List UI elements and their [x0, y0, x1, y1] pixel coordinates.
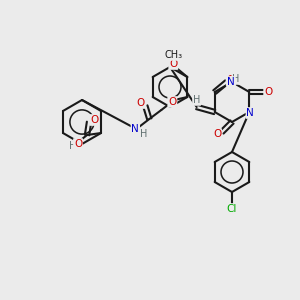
Text: H: H	[232, 74, 240, 84]
Text: N: N	[131, 124, 139, 134]
Text: H: H	[140, 129, 147, 139]
Text: H: H	[193, 95, 200, 105]
Text: O: O	[169, 59, 177, 69]
Text: O: O	[136, 98, 144, 108]
Text: N: N	[227, 77, 235, 87]
Text: CH₃: CH₃	[164, 50, 182, 60]
Text: O: O	[90, 115, 98, 125]
Text: O: O	[213, 129, 221, 139]
Text: H: H	[69, 141, 77, 151]
Text: O: O	[226, 75, 235, 85]
Text: O: O	[168, 97, 176, 107]
Text: N: N	[246, 108, 254, 118]
Text: Cl: Cl	[227, 204, 237, 214]
Text: O: O	[264, 87, 272, 97]
Text: O: O	[74, 139, 82, 149]
